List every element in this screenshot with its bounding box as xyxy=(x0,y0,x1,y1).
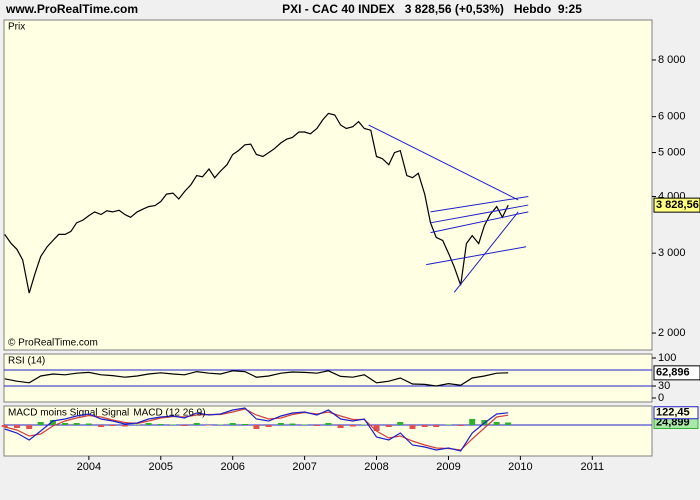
histogram-bar xyxy=(121,425,128,427)
histogram-bar xyxy=(109,425,116,426)
y-tick-label: 30 xyxy=(658,380,670,392)
y-tick-label: 2 000 xyxy=(658,327,686,339)
histogram-bar xyxy=(62,423,69,425)
last-value-box xyxy=(653,365,700,381)
histogram-bar xyxy=(409,425,416,429)
histogram-bar xyxy=(469,419,476,425)
histogram-bar xyxy=(157,424,164,425)
trendline xyxy=(430,196,529,213)
x-tick-label: 2004 xyxy=(77,461,101,473)
site: www.ProRealTime.com xyxy=(5,2,138,16)
x-tick-label: 2009 xyxy=(436,461,460,473)
trendline xyxy=(430,211,529,234)
histogram-bar xyxy=(385,425,392,427)
histogram-bar xyxy=(505,422,512,425)
histogram-bar xyxy=(457,425,464,426)
histogram-bar xyxy=(26,425,33,429)
histogram-bar xyxy=(325,423,332,425)
x-tick-label: 2011 xyxy=(580,461,604,473)
histogram-bar xyxy=(145,423,152,425)
histogram-bar xyxy=(361,424,368,425)
histogram-bar xyxy=(193,423,200,425)
histogram-bar xyxy=(205,425,212,426)
y-tick-label: 8 000 xyxy=(658,54,686,66)
last-value-label: 122,45 xyxy=(656,407,690,419)
y-tick-label: 6 000 xyxy=(658,111,686,123)
histogram-bar xyxy=(134,424,141,425)
x-tick-label: 2010 xyxy=(508,461,532,473)
histogram-bar xyxy=(265,425,272,427)
histogram-bar xyxy=(397,422,404,425)
histogram-bar xyxy=(13,425,20,428)
panel xyxy=(3,19,653,351)
histogram-bar xyxy=(373,425,380,431)
histogram-bar xyxy=(277,423,284,425)
legend-entry: Signal xyxy=(101,408,129,419)
trendline xyxy=(453,211,519,293)
x-tick-label: 2005 xyxy=(149,461,173,473)
histogram-bar xyxy=(241,424,248,425)
panel xyxy=(3,353,653,403)
panel xyxy=(3,405,653,457)
histogram-bar xyxy=(1,425,8,427)
histogram-bar xyxy=(313,425,320,426)
macd-line xyxy=(4,407,509,452)
legend-entry: MACD moins Signal xyxy=(8,408,97,419)
price-line xyxy=(4,112,509,294)
histogram-bar xyxy=(445,424,452,425)
watermark: © ProRealTime.com xyxy=(8,338,98,349)
histogram-bar xyxy=(349,425,356,427)
y-tick-label: 0 xyxy=(658,392,664,404)
price-line xyxy=(4,370,509,387)
histogram-bar xyxy=(301,424,308,425)
histogram-bar xyxy=(433,425,440,427)
x-tick-label: 2007 xyxy=(292,461,316,473)
trendline xyxy=(368,124,519,201)
trendline xyxy=(426,246,527,266)
histogram-bar xyxy=(217,424,224,425)
panel-label: RSI (14) xyxy=(8,356,45,367)
histogram-bar xyxy=(85,423,92,425)
last-value-label: 24,899 xyxy=(656,416,690,428)
histogram-bar xyxy=(37,422,44,425)
last-value-label: 3 828,56 xyxy=(656,199,699,211)
chart-title: PXI - CAC 40 INDEX 3 828,56 (+0,53%) Heb… xyxy=(282,2,582,16)
histogram-bar xyxy=(493,422,500,425)
trendline xyxy=(430,204,529,224)
histogram-bar xyxy=(73,423,80,425)
histogram-bar xyxy=(49,420,56,425)
y-tick-label: 3 000 xyxy=(658,247,686,259)
x-tick-label: 2006 xyxy=(220,461,244,473)
histogram-bar xyxy=(229,423,236,425)
y-label: Prix xyxy=(8,22,25,33)
histogram-bar xyxy=(98,425,105,427)
histogram-bar xyxy=(253,425,260,429)
histogram-bar xyxy=(170,424,177,425)
x-tick-label: 2008 xyxy=(364,461,388,473)
y-tick-label: 5 000 xyxy=(658,146,686,158)
y-tick-label: 100 xyxy=(658,352,676,364)
last-value-label: 62,896 xyxy=(656,367,690,379)
last-value-box xyxy=(653,406,699,420)
histogram-bar xyxy=(181,425,188,426)
last-value-box xyxy=(653,197,700,213)
legend-entry: MACD (12 26 9) xyxy=(133,408,205,419)
histogram-bar xyxy=(421,425,428,427)
histogram-bar xyxy=(289,423,296,425)
histogram-bar xyxy=(337,425,344,428)
macd-line xyxy=(4,408,509,451)
